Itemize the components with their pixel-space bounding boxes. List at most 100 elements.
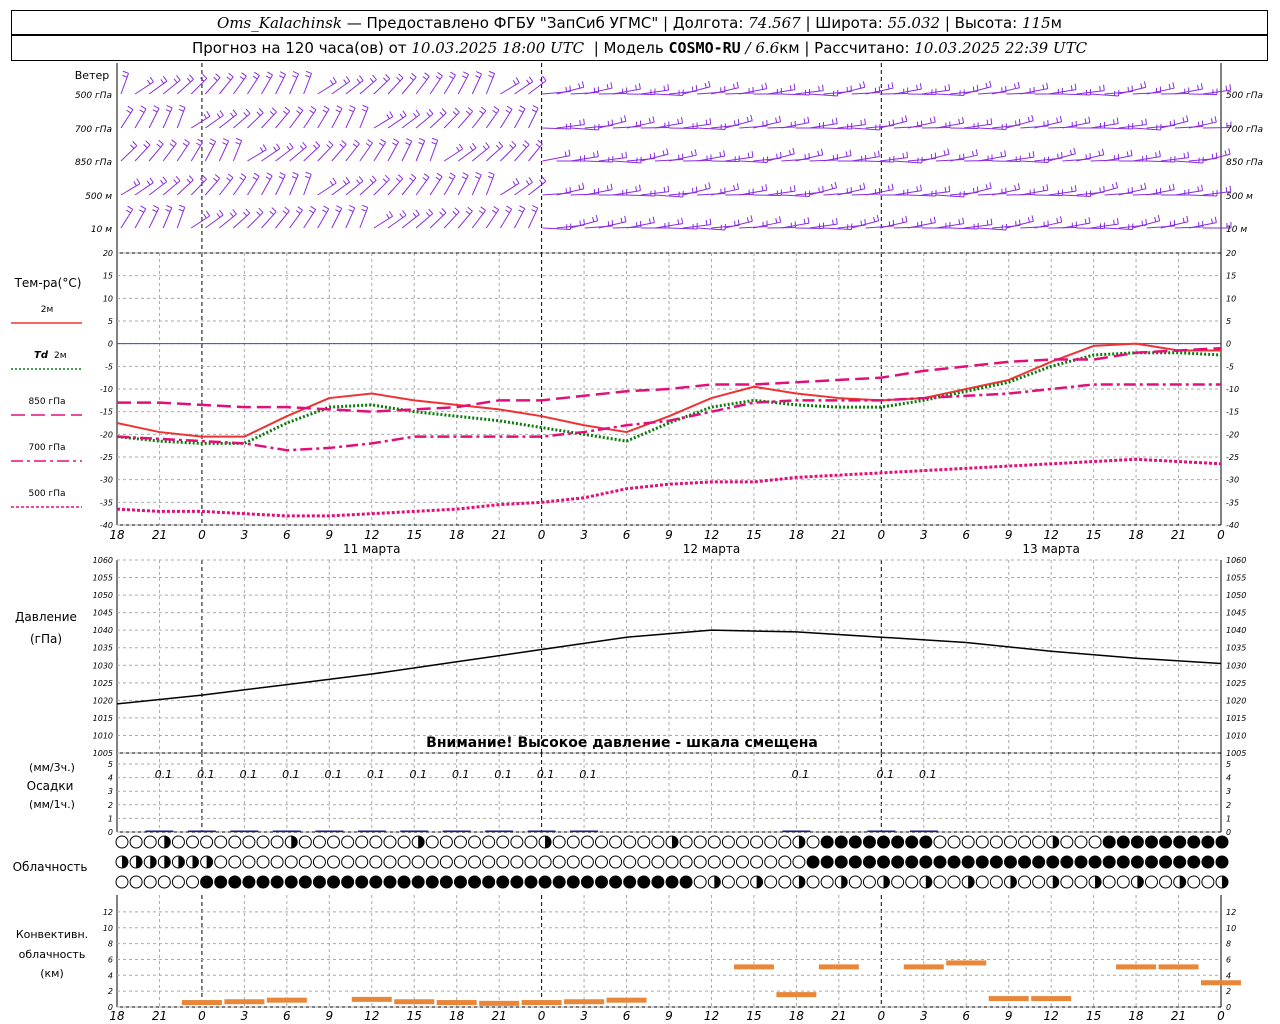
hour-tick-label: 0: [877, 528, 885, 542]
hour-tick-label: 15: [1086, 1009, 1101, 1023]
wind-barb-feather: [140, 205, 146, 210]
precip-value-label: 0.1: [409, 768, 427, 781]
hour-tick-label: 18: [789, 1009, 805, 1023]
wind-barb-feather: [723, 150, 726, 157]
cloud-symbol: [425, 835, 439, 849]
wind-barb: [275, 210, 290, 229]
wind-barb: [387, 141, 400, 162]
cloud-symbol: [609, 855, 623, 869]
cloud-symbol: [580, 875, 594, 889]
wind-barb-feather: [349, 205, 355, 209]
wind-barb: [1118, 86, 1146, 95]
cloud-symbol: [115, 875, 129, 889]
wind-barb-feather: [1168, 185, 1171, 191]
wind-barb-feather: [329, 180, 334, 186]
cloud-symbol: [284, 875, 298, 889]
wind-barb-feather: [362, 104, 369, 109]
precip-value-label: 0.1: [325, 768, 343, 781]
hour-tick-label: 21: [1171, 528, 1186, 542]
cloud-symbol-half: [925, 876, 932, 888]
wind-barb-feather: [595, 214, 599, 221]
wind-barb-feather: [335, 209, 341, 213]
wind-barb-feather: [579, 220, 581, 226]
wind-barb-feather: [305, 171, 312, 175]
wind-barb: [851, 156, 880, 162]
alt-value: 115: [1022, 13, 1051, 32]
conv-tick-label: 6: [108, 955, 113, 964]
wind-barb-feather: [775, 218, 778, 224]
wind-barb: [471, 110, 487, 129]
wind-barb: [893, 190, 922, 196]
wind-barb: [1146, 160, 1175, 163]
cloud-symbol: [482, 835, 496, 849]
precip-value-label: 0.1: [494, 768, 512, 781]
wind-barb: [682, 123, 711, 129]
wind-barb-feather: [209, 142, 214, 146]
wind-barb: [303, 145, 321, 162]
wind-barb: [513, 208, 526, 229]
wind-barb-feather: [223, 138, 229, 142]
temp-tick-label: -15: [100, 408, 113, 417]
wind-barb-feather: [512, 180, 517, 186]
wind-barb: [443, 148, 463, 162]
wind-barb-feather: [282, 210, 288, 215]
pressure-tick-label: 1045: [1226, 609, 1246, 618]
cloud-symbol: [679, 875, 693, 889]
hour-tick-label: 6: [623, 1009, 631, 1023]
cloud-symbol: [1215, 855, 1229, 869]
wind-barb-feather: [286, 145, 291, 151]
wind-barb-feather: [361, 204, 368, 208]
wind-barb-feather: [1113, 219, 1115, 225]
cloud-symbol: [848, 855, 862, 869]
wind-barb: [907, 194, 936, 197]
conv-bar: [394, 999, 435, 1005]
wind-barb: [739, 226, 768, 229]
wind-barb-feather: [149, 177, 154, 183]
wind-barb: [654, 159, 683, 162]
wind-barb: [809, 93, 838, 97]
cloud-symbol: [919, 835, 933, 849]
wind-barb-feather: [775, 117, 778, 123]
cloud-symbol: [721, 855, 735, 869]
cloud-symbol: [834, 835, 848, 849]
cloud-symbol: [425, 855, 439, 869]
wind-barb-feather: [428, 208, 434, 214]
wind-barb-feather: [140, 105, 147, 110]
wind-barb: [1020, 88, 1048, 95]
wind-barb: [387, 115, 407, 129]
cloud-symbol: [1074, 855, 1088, 869]
wind-barb: [401, 177, 417, 196]
wind-barb: [725, 156, 754, 162]
header-line-2: Прогноз на 120 часа(ов) от 10.03.2025 18…: [11, 35, 1268, 61]
wind-barb-feather: [284, 106, 291, 112]
wind-barb: [978, 155, 1006, 162]
wind-barb: [204, 141, 217, 162]
alt-unit: м: [1050, 13, 1062, 32]
wind-barb-feather: [1130, 149, 1133, 156]
cloud-symbol: [411, 855, 425, 869]
wind-barb: [612, 160, 641, 164]
cloud-symbol: [1144, 875, 1158, 889]
wind-barb-feather: [253, 172, 260, 177]
wind-barb-feather: [1229, 185, 1232, 192]
cloud-symbol: [1032, 875, 1046, 889]
wind-barb-feather: [610, 82, 613, 89]
wind-barb: [612, 88, 641, 95]
wind-barb-feather: [667, 84, 670, 91]
conv-bar: [1116, 964, 1157, 970]
wind-barb-feather: [158, 139, 164, 145]
wind-barb-feather: [465, 210, 471, 215]
wind-barb: [1034, 221, 1062, 229]
wind-barb: [1020, 226, 1049, 229]
wind-barb-feather: [422, 76, 428, 81]
wind-barb-feather: [493, 205, 499, 211]
cloud-symbol: [256, 875, 270, 889]
wind-barb-feather: [1088, 116, 1091, 123]
wind-barb: [781, 93, 810, 96]
cloud-symbol: [580, 835, 594, 849]
wind-barb-feather: [831, 119, 834, 125]
wind-barb-feather: [1004, 150, 1007, 157]
cloud-symbol: [693, 875, 707, 889]
cloud-symbol: [834, 855, 848, 869]
precip-value-label: 0.1: [579, 768, 597, 781]
